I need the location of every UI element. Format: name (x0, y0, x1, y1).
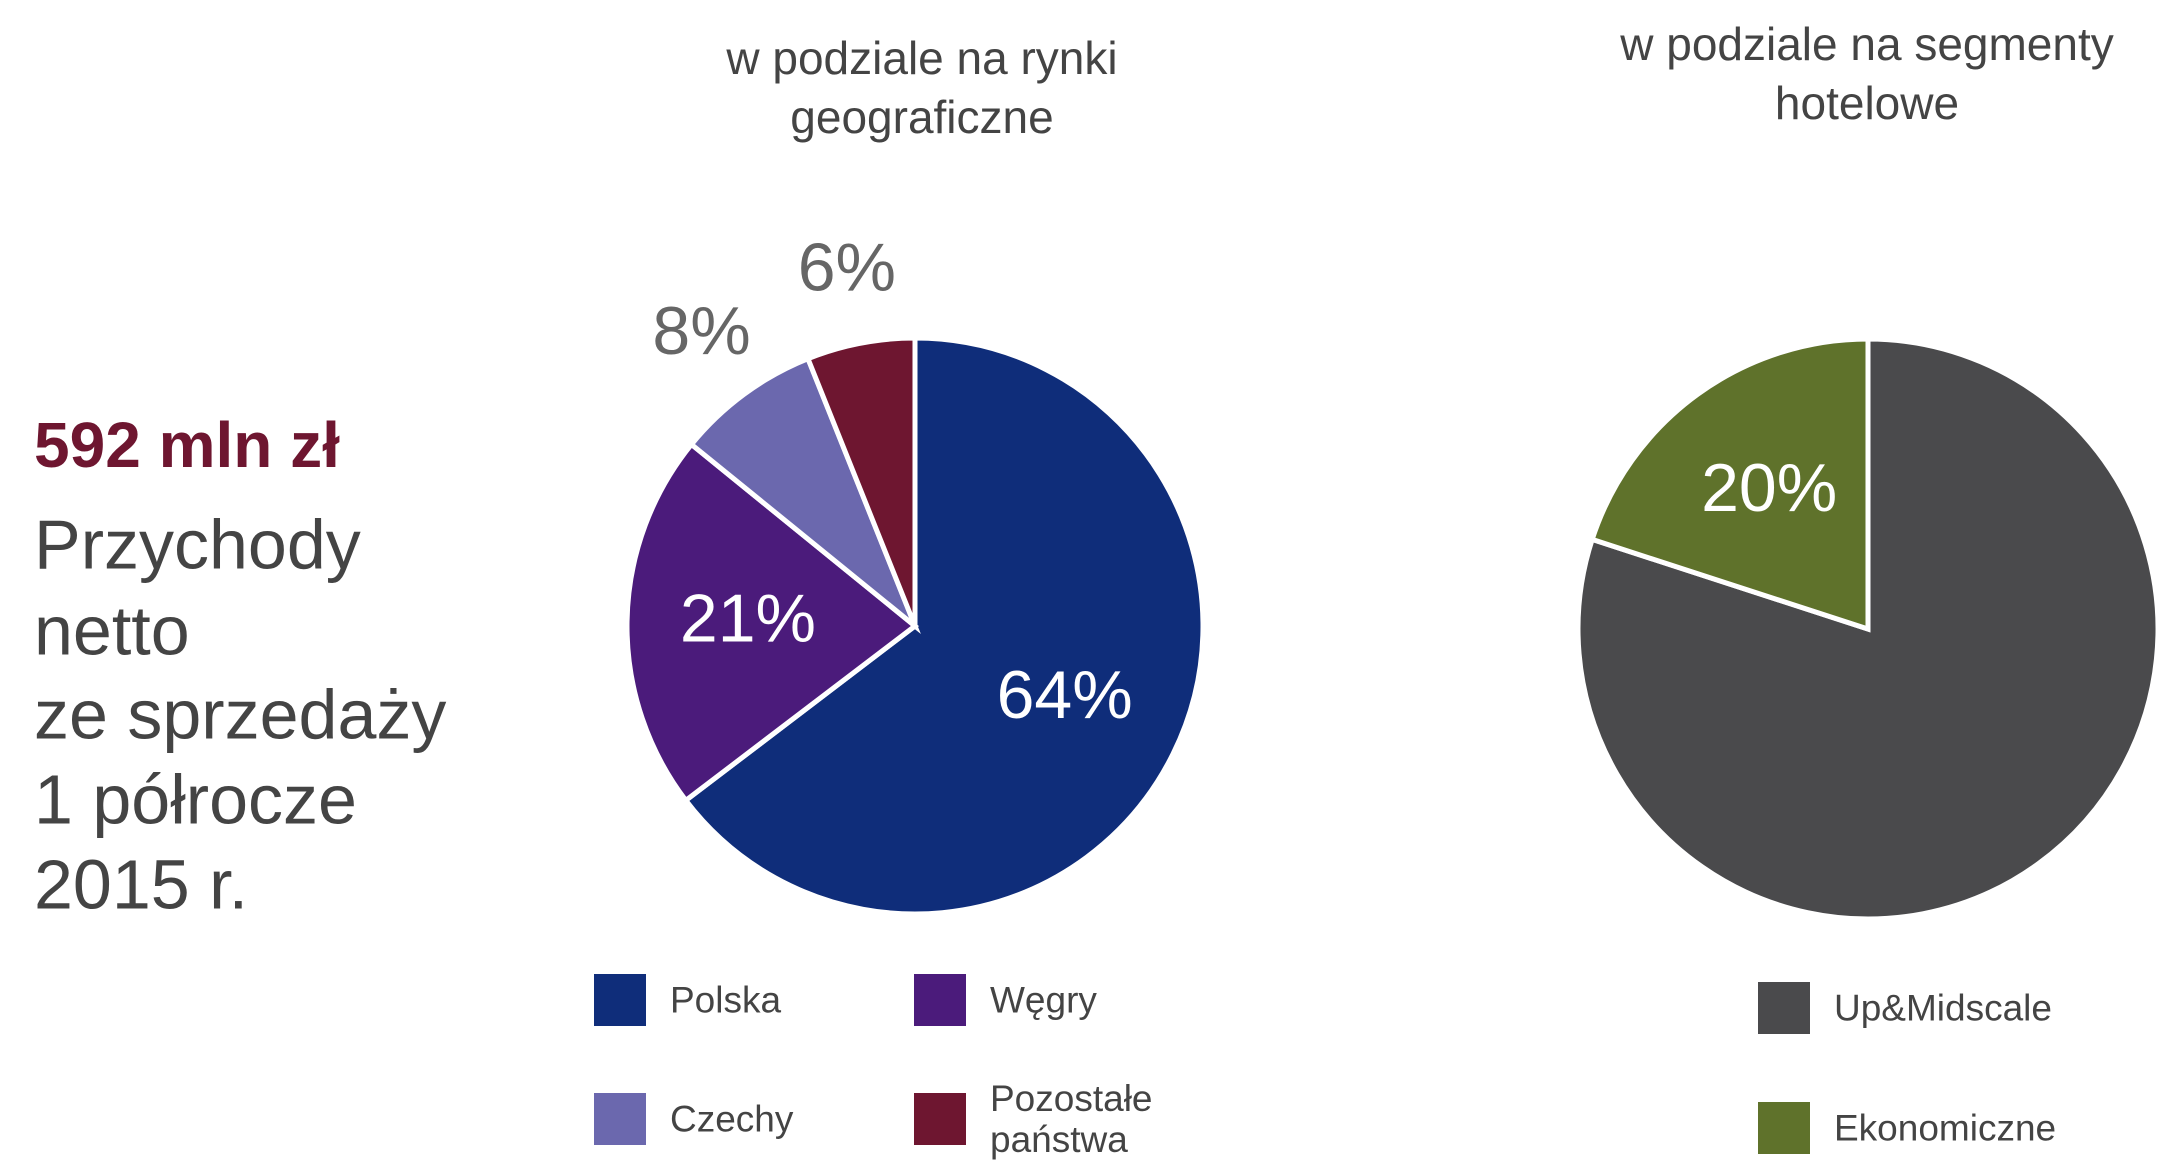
data-label: 64% (997, 657, 1133, 733)
legend-swatch (914, 1093, 966, 1145)
data-label: 6% (798, 229, 896, 305)
data-label: 8% (652, 293, 750, 369)
data-label: 21% (680, 580, 816, 656)
legend-label: Polska (670, 979, 782, 1021)
pie-slice (682, 335, 1206, 917)
summary-line: netto (34, 591, 190, 669)
legend-label: Węgry (990, 979, 1097, 1021)
legend-label: Czechy (670, 1098, 794, 1140)
legend-swatch (1758, 1102, 1810, 1154)
chart-title: w podziale na rynki (725, 32, 1117, 84)
summary-line: Przychody (34, 505, 361, 583)
legend-swatch (1758, 982, 1810, 1034)
summary-line: ze sprzedaży (34, 675, 446, 753)
legend-label: Up&Midscale (1834, 987, 2052, 1029)
chart-title: geograficzne (790, 91, 1053, 143)
pie-slice (1589, 336, 1871, 633)
summary-line: 1 półrocze (34, 760, 357, 838)
pie-slice (687, 355, 921, 635)
pie-slice (624, 440, 920, 804)
legend-label: Ekonomiczne (1834, 1107, 2057, 1149)
legend-swatch (914, 974, 966, 1026)
summary-line: 2015 r. (34, 845, 248, 923)
pie-slice (804, 335, 918, 627)
legend-label: Pozostałe państwa (990, 1078, 1153, 1160)
legend-swatch (594, 974, 646, 1026)
chart-title: w podziale na segmenty (1619, 18, 2114, 70)
summary-amount: 592 mln zł (34, 409, 340, 481)
legend-swatch (594, 1093, 646, 1145)
chart-title: hotelowe (1775, 77, 1959, 129)
data-label: 20% (1701, 450, 1837, 526)
